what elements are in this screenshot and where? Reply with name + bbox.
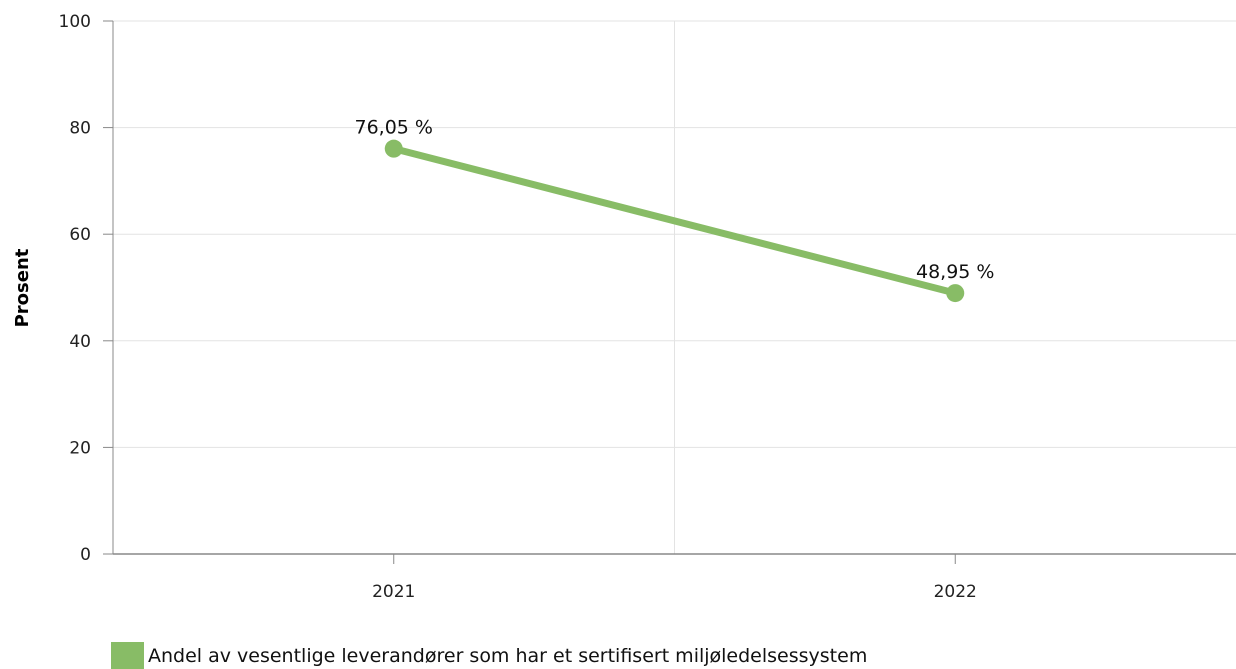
y-tick-label: 80 <box>69 119 91 139</box>
grid-lines <box>113 20 1236 554</box>
data-point <box>384 139 403 158</box>
y-tick-label: 40 <box>69 332 91 352</box>
y-tick-label: 20 <box>69 438 91 458</box>
legend-label: Andel av vesentlige leverandører som har… <box>148 644 868 667</box>
y-tick-label: 100 <box>59 12 91 32</box>
data-label: 76,05 % <box>355 117 434 139</box>
data-label: 48,95 % <box>916 261 995 283</box>
x-axis-ticks: 2021 2022 <box>372 554 977 602</box>
y-axis-ticks: 0 20 40 60 80 100 <box>59 12 113 565</box>
axes <box>112 21 1236 555</box>
y-tick-label: 0 <box>80 545 91 565</box>
x-tick-label: 2021 <box>372 582 415 602</box>
series-group: 76,05 % 48,95 % <box>355 117 995 303</box>
data-point <box>946 284 965 303</box>
x-tick-label: 2022 <box>934 582 977 602</box>
legend-swatch <box>111 642 144 669</box>
y-axis-title: Prosent <box>12 248 33 327</box>
legend: Andel av vesentlige leverandører som har… <box>111 642 867 669</box>
y-tick-label: 60 <box>69 225 91 245</box>
series-line <box>390 145 959 297</box>
